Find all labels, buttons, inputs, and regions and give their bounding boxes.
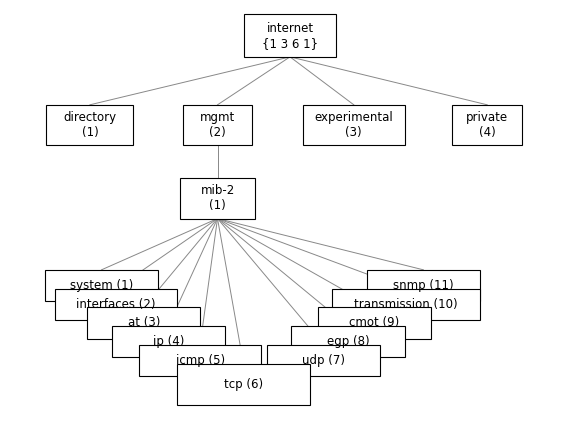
Text: mgmt
(2): mgmt (2) [200, 111, 235, 139]
FancyBboxPatch shape [45, 270, 158, 301]
Text: tcp (6): tcp (6) [224, 378, 263, 391]
FancyBboxPatch shape [332, 289, 480, 320]
Text: snmp (11): snmp (11) [393, 279, 454, 292]
FancyBboxPatch shape [244, 14, 336, 57]
Text: at (3): at (3) [128, 316, 160, 330]
FancyBboxPatch shape [180, 178, 255, 219]
Text: directory
(1): directory (1) [63, 111, 117, 139]
Text: private
(4): private (4) [466, 111, 508, 139]
FancyBboxPatch shape [111, 326, 224, 357]
Text: transmission (10): transmission (10) [354, 297, 458, 311]
Text: udp (7): udp (7) [302, 354, 345, 367]
Text: ip (4): ip (4) [153, 335, 184, 348]
Text: internet
{1 3 6 1}: internet {1 3 6 1} [262, 22, 318, 50]
FancyBboxPatch shape [177, 364, 310, 405]
FancyBboxPatch shape [452, 105, 522, 145]
FancyBboxPatch shape [183, 105, 252, 145]
FancyBboxPatch shape [291, 326, 405, 357]
Text: mib-2
(1): mib-2 (1) [200, 185, 235, 212]
FancyBboxPatch shape [303, 105, 405, 145]
FancyBboxPatch shape [55, 289, 177, 320]
FancyBboxPatch shape [46, 105, 133, 145]
Text: experimental
(3): experimental (3) [314, 111, 393, 139]
FancyBboxPatch shape [367, 270, 480, 301]
FancyBboxPatch shape [87, 307, 201, 339]
FancyBboxPatch shape [139, 345, 261, 376]
Text: icmp (5): icmp (5) [176, 354, 224, 367]
Text: egp (8): egp (8) [327, 335, 369, 348]
Text: interfaces (2): interfaces (2) [76, 297, 156, 311]
FancyBboxPatch shape [267, 345, 380, 376]
FancyBboxPatch shape [318, 307, 430, 339]
Text: system (1): system (1) [70, 279, 133, 292]
Text: cmot (9): cmot (9) [349, 316, 399, 330]
